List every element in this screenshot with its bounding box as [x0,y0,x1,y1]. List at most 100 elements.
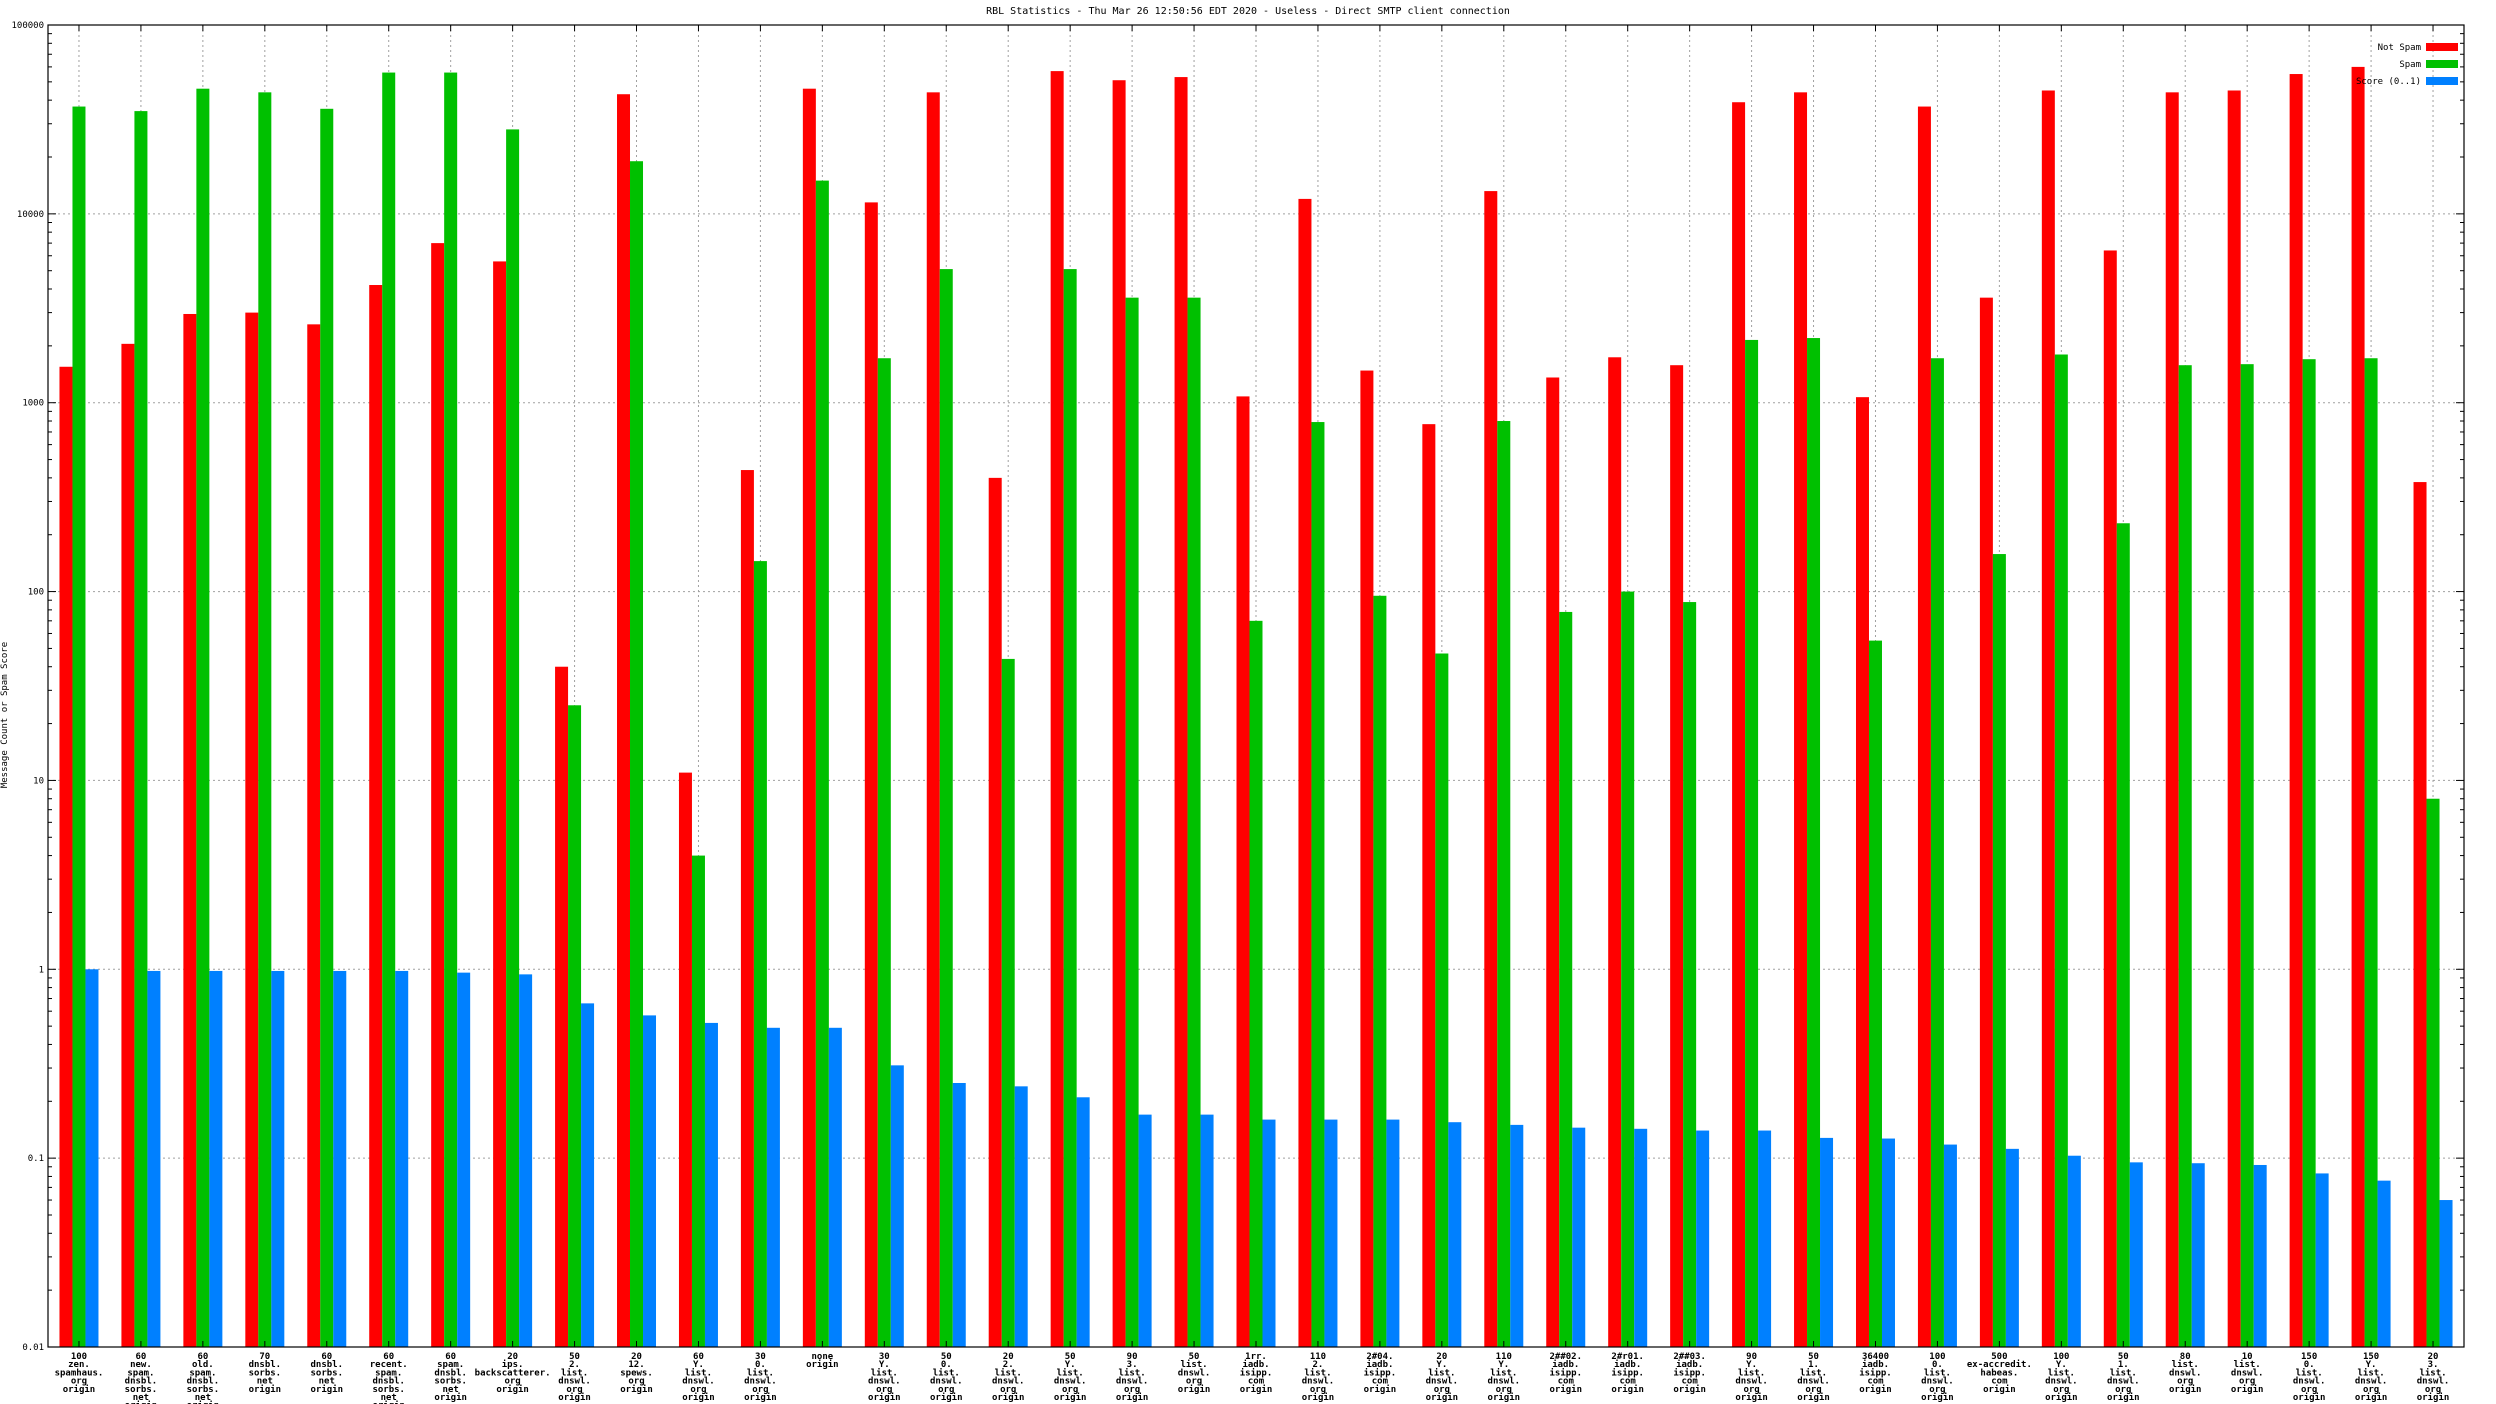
bar-spam [753,561,767,1347]
bar-not-spam [617,94,631,1348]
x-tick-label-line: org [690,1385,706,1395]
bar-score-0-1 [2129,1162,2143,1347]
bar-spam [2302,359,2316,1347]
x-tick-label-line: iadb. [1862,1359,1889,1370]
bar-score-0-1 [1820,1137,1834,1347]
bar-spam [1807,338,1821,1348]
x-tick-label-line: iadb. [1366,1359,1393,1370]
bar-score-0-1 [890,1065,904,1347]
x-tick-label-line: origin [1116,1392,1149,1403]
bar-score-0-1 [1943,1144,1957,1347]
legend-label: Score (0..1) [2356,77,2421,87]
x-tick-label-line: origin [2107,1392,2140,1403]
x-tick-label-line: iadb. [1676,1359,1703,1370]
x-tick-label-line: org [1743,1385,1759,1395]
x-tick-label-line: Y. [693,1360,704,1370]
bar-score-0-1 [1510,1124,1524,1347]
x-tick-label-line: dnswl. [1488,1377,1521,1387]
bar-score-0-1 [1200,1114,1214,1347]
x-tick-label: 60 dnsbl. sorbs. net origin [311,1352,344,1395]
x-tick-label-line: dnswl. [1116,1377,1149,1387]
x-tick-label-line: origin [1302,1392,1335,1403]
x-tick-label-line: origin [1426,1392,1459,1403]
x-tick-label: 20 Y. list. dnswl. org origin [1426,1352,1459,1403]
x-tick-label-line: origin [434,1392,467,1403]
x-tick-label-line: sorbs. [311,1368,344,1378]
bar-not-spam [1917,106,1931,1347]
bar-spam [1373,595,1387,1347]
x-tick-label: 100 0. list. dnswl. org origin [1921,1352,1954,1403]
bar-score-0-1 [704,1022,718,1347]
x-tick-label-line: sorbs. [125,1385,158,1395]
x-tick-label-line: origin [992,1392,1025,1403]
x-tick-label-line: 12. [628,1360,644,1370]
bar-not-spam [245,312,259,1347]
x-tick-label: 500 ex-accredit. habeas. com origin [1967,1352,2032,1395]
bar-score-0-1 [519,974,533,1347]
x-tick-label-line: spam. [375,1368,402,1378]
bar-score-0-1 [457,972,471,1347]
x-tick-label-line: zen. [68,1360,90,1370]
bar-not-spam [678,772,692,1347]
legend-swatch [2426,60,2458,68]
x-tick-label-line: 60 [383,1352,394,1362]
bar-spam [2054,354,2068,1347]
x-tick-label-line: origin [1673,1384,1706,1395]
bar-score-0-1 [2439,1200,2453,1347]
bar-not-spam [2041,90,2055,1348]
x-tick-label-line: org [1124,1385,1140,1395]
bar-not-spam [1112,80,1126,1348]
bar-score-0-1 [1634,1128,1648,1347]
bar-not-spam [1484,191,1498,1347]
x-tick-label-line: 2. [1313,1360,1324,1370]
x-tick-label-line: 110 [1310,1352,1326,1362]
x-tick-label-line: 2. [569,1360,580,1370]
x-tick-label: 60 Y. list. dnswl. org origin [682,1352,715,1403]
bar-spam [1497,421,1511,1347]
x-tick-label-line: ex-accredit. [1967,1359,2032,1370]
bar-score-0-1 [147,970,161,1347]
x-tick-label: 150 Y. list. dnswl. org origin [2355,1352,2388,1403]
x-tick-label-line: origin [1178,1384,1211,1395]
x-tick-label-line: 0. [941,1360,952,1370]
x-tick-label-line: origin [1797,1392,1830,1403]
x-tick-label-line: list. [1119,1367,1146,1378]
bar-spam [1435,653,1449,1347]
x-tick-label-line: 2#04. [1366,1352,1393,1362]
bar-not-spam [2165,92,2179,1347]
x-tick-label: 110 2. list. dnswl. org origin [1302,1352,1335,1403]
x-tick-label-line: dnswl. [744,1377,777,1387]
x-tick-label-line: org [938,1385,954,1395]
bar-score-0-1 [828,1027,842,1347]
x-tick-label-line: 50 [1808,1352,1819,1362]
bar-spam [2364,358,2378,1348]
x-tick-label-line: Y. [2366,1360,2377,1370]
bar-score-0-1 [2253,1164,2267,1347]
x-tick-label-line: origin [1488,1392,1521,1403]
x-tick-label-line: 20 [507,1352,518,1362]
x-tick-label-line: origin [1240,1384,1273,1395]
x-tick-label-line: com [1372,1377,1389,1387]
x-tick-label-line: com [1991,1377,2008,1387]
x-tick-label-line: list. [747,1367,774,1378]
x-tick-label-line: org [1186,1377,1202,1387]
x-tick-label-line: origin [806,1359,839,1370]
x-tick-label-line: origin [558,1392,591,1403]
y-tick-label: 0.01 [22,1343,44,1353]
bar-not-spam [369,285,383,1347]
x-tick-label-line: 30 [755,1352,766,1362]
bar-spam [2178,365,2192,1347]
bar-not-spam [1794,92,1808,1347]
x-tick-label-line: 0. [755,1360,766,1370]
x-tick-label-line: 60 [197,1352,208,1362]
bar-not-spam [183,313,197,1347]
bar-score-0-1 [1262,1119,1276,1347]
y-tick-label: 100 [28,588,44,598]
x-tick-label: 80 list. dnswl. org origin [2169,1352,2202,1395]
x-tick-label-line: dnsbl. [311,1360,344,1370]
bar-spam [815,180,829,1347]
x-tick-label-line: 1rr. [1245,1352,1267,1362]
x-tick-label: 20 12. spews. org origin [620,1352,653,1395]
y-tick-label: 10000 [17,210,44,220]
bar-spam [506,129,520,1347]
